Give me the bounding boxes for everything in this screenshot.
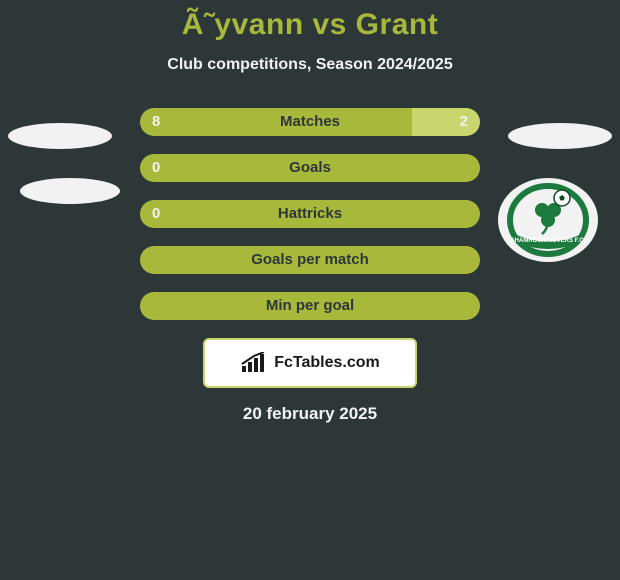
bar-goals-per-match-label: Goals per match [140,246,480,274]
bar-matches-right-value: 2 [460,108,468,136]
player-left-placeholder-2 [20,178,120,204]
bar-matches: 8 Matches 2 [140,108,480,136]
bar-matches-label: Matches [140,108,480,136]
bar-goals-label: Goals [140,154,480,182]
comparison-date: 20 february 2025 [0,404,620,424]
bar-goals: 0 Goals [140,154,480,182]
chart-icon [240,352,270,374]
shamrock-rovers-icon: SHAMROCK ROVERS F.C. [498,178,598,262]
branding-box[interactable]: FcTables.com [203,338,417,388]
comparison-bars: 8 Matches 2 0 Goals 0 Hattricks Goals pe… [140,108,480,320]
player-right-placeholder-1 [508,123,612,149]
club-crest: SHAMROCK ROVERS F.C. [498,178,598,262]
svg-text:SHAMROCK ROVERS F.C.: SHAMROCK ROVERS F.C. [511,238,586,244]
comparison-subtitle: Club competitions, Season 2024/2025 [0,56,620,74]
comparison-title: Ã˜yvann vs Grant [0,0,620,42]
bar-hattricks: 0 Hattricks [140,200,480,228]
bar-min-per-goal-label: Min per goal [140,292,480,320]
bar-goals-per-match: Goals per match [140,246,480,274]
player-left-placeholder-1 [8,123,112,149]
bar-hattricks-label: Hattricks [140,200,480,228]
bar-min-per-goal: Min per goal [140,292,480,320]
branding-text: FcTables.com [274,354,380,372]
